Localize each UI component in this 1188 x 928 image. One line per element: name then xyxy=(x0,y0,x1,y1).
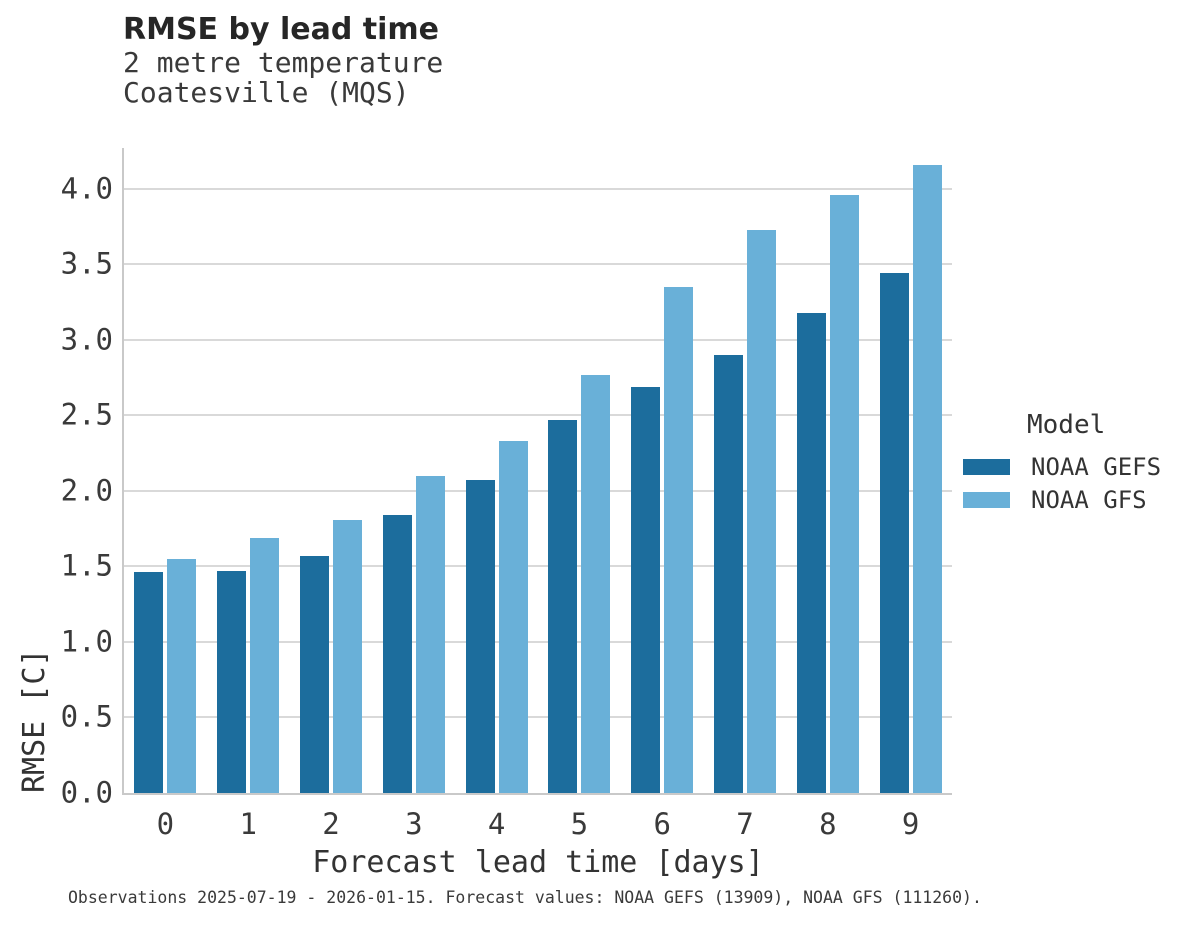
bar-noaa-gfs-lead-8 xyxy=(829,194,859,793)
x-tick-label: 8 xyxy=(819,807,837,841)
gridline xyxy=(124,565,952,568)
y-tick-label: 1.0 xyxy=(60,624,113,659)
gridline xyxy=(124,489,952,492)
bar-noaa-gefs-lead-1 xyxy=(217,570,247,793)
x-tick-label: 1 xyxy=(239,807,257,841)
bar-noaa-gefs-lead-6 xyxy=(631,386,661,793)
y-tick-label: 2.0 xyxy=(60,473,113,508)
bar-noaa-gefs-lead-3 xyxy=(382,515,412,793)
y-tick-label: 4.0 xyxy=(60,171,113,206)
bar-noaa-gefs-lead-4 xyxy=(465,480,495,793)
chart-header: RMSE by lead time 2 metre temperature Co… xyxy=(123,12,443,107)
legend-entry: NOAA GFS xyxy=(963,483,1188,516)
y-tick-label: 2.5 xyxy=(60,397,113,432)
legend-swatch-icon xyxy=(963,458,1010,475)
plot-area: 0.0 0.5 1.0 1.5 2.0 2.5 3.0 3.5 4.0 0 1 2 3 4 5 6 7 8 9 F… xyxy=(17,148,952,880)
y-tick-label: 1.5 xyxy=(60,548,113,583)
legend-entries: NOAA GEFS NOAA GFS xyxy=(963,450,1188,516)
y-tick-label: 0.0 xyxy=(60,775,113,810)
bar-noaa-gfs-lead-0 xyxy=(167,558,197,793)
y-axis-title: RMSE [C] xyxy=(17,648,52,794)
chart-subtitle-line-2: Coatesville (MQS) xyxy=(123,75,410,109)
bar-noaa-gefs-lead-7 xyxy=(714,354,743,793)
bar-noaa-gfs-lead-6 xyxy=(664,286,694,793)
x-tick-label: 5 xyxy=(570,807,589,841)
x-tick-label: 0 xyxy=(156,807,175,841)
caption: Observations 2025-07-19 - 2026-01-15. Fo… xyxy=(68,888,982,907)
x-tick-label: 6 xyxy=(653,807,671,841)
x-tick-label: 9 xyxy=(901,807,920,841)
gridline xyxy=(124,640,952,643)
page-title: RMSE by lead time xyxy=(123,12,439,47)
bar-noaa-gfs-lead-5 xyxy=(581,374,611,793)
bar-noaa-gefs-lead-8 xyxy=(796,312,826,793)
chart-subtitle-line-1: 2 metre temperature xyxy=(123,46,444,79)
bar-noaa-gefs-lead-2 xyxy=(300,555,329,793)
bar-noaa-gefs-lead-9 xyxy=(879,273,909,793)
x-tick-label: 7 xyxy=(736,807,754,841)
x-tick-label: 2 xyxy=(322,807,340,841)
bar-noaa-gfs-lead-7 xyxy=(747,229,776,793)
legend-label: NOAA GEFS xyxy=(1031,452,1162,481)
x-tick-label: 4 xyxy=(487,807,506,841)
bar-noaa-gfs-lead-4 xyxy=(498,441,528,793)
bar-noaa-gfs-lead-3 xyxy=(415,475,445,793)
bar-noaa-gefs-lead-5 xyxy=(548,419,578,793)
bar-noaa-gfs-lead-2 xyxy=(333,519,362,793)
legend-title: Model xyxy=(1027,410,1106,440)
gridline xyxy=(124,187,952,190)
gridline xyxy=(124,263,952,266)
gridline xyxy=(124,414,952,417)
y-tick-label: 0.5 xyxy=(60,699,113,734)
gridline xyxy=(124,338,952,341)
legend-entry: NOAA GEFS xyxy=(963,450,1188,483)
legend-label: NOAA GFS xyxy=(1031,485,1147,514)
y-tick-label: 3.0 xyxy=(60,322,113,357)
gridline xyxy=(124,716,952,719)
x-axis-title: Forecast lead time [days] xyxy=(312,845,764,880)
y-tick-label: 3.5 xyxy=(60,246,113,281)
legend: Model NOAA GEFS NOAA GFS xyxy=(963,410,1188,516)
bar-noaa-gfs-lead-9 xyxy=(912,164,942,793)
legend-swatch-icon xyxy=(963,491,1010,508)
bar-noaa-gfs-lead-1 xyxy=(250,537,280,793)
x-tick-label: 3 xyxy=(405,807,423,841)
bar-noaa-gefs-lead-0 xyxy=(134,572,164,793)
